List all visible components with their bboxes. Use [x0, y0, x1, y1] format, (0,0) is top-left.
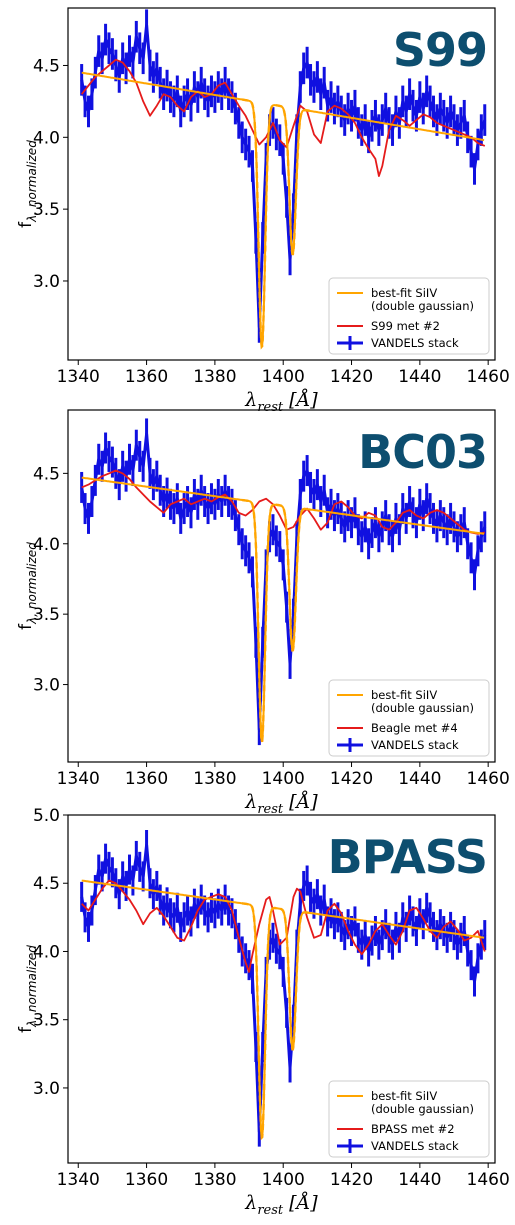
legend-label-model: BPASS met #2 — [371, 1122, 455, 1136]
x-tick-label: 1420 — [330, 769, 373, 789]
x-tick-label: 1400 — [262, 1170, 305, 1190]
data-layer — [80, 9, 487, 350]
x-tick-label: 1340 — [57, 1170, 100, 1190]
panel-bc03: 1340 1360 1380 1400 1420 1440 1460 3.0 3.5 4.0 4.5… — [16, 409, 510, 817]
legend-label-model: S99 met #2 — [371, 319, 440, 333]
legend-label-fit: best-fit SiIV — [371, 1089, 437, 1103]
panel-title: S99 — [393, 23, 487, 77]
x-axis-label: λrest [Å] — [244, 389, 318, 415]
data-layer — [80, 830, 487, 1147]
legend-box — [328, 1080, 490, 1158]
y-tick-label: 4.5 — [33, 464, 60, 484]
series-vandels-stack — [80, 843, 487, 1134]
legend-label-observed: VANDELS stack — [371, 738, 459, 752]
legend: best-fit SiIV(double gaussian) BPASS met … — [328, 1080, 490, 1158]
x-tick-label: 1400 — [262, 367, 305, 387]
y-axis-label: fλ, normalized — [16, 140, 39, 228]
legend-label-fit-line2: (double gaussian) — [371, 701, 474, 715]
x-axis-label: λrest [Å] — [244, 791, 318, 817]
x-tick-label: 1380 — [193, 367, 236, 387]
legend-label-fit: best-fit SiIV — [371, 286, 437, 300]
x-tick-label: 1460 — [467, 769, 510, 789]
y-tick-label: 3.5 — [33, 605, 60, 625]
series-best-fit-dashed — [241, 902, 311, 1141]
y-axis-label: fλ, normalized — [16, 945, 39, 1033]
series-best-fit-dashed — [241, 98, 311, 350]
panel-s99: 1340 1360 1380 1400 1420 1440 1460 3.0 3.5 4.0 4.5… — [16, 7, 510, 415]
x-tick-label: 1340 — [57, 769, 100, 789]
panel-title: BC03 — [358, 425, 487, 479]
y-tick-label: 3.5 — [33, 1011, 60, 1031]
x-tick-label: 1380 — [193, 769, 236, 789]
legend-box — [328, 679, 490, 757]
y-tick-label: 4.5 — [33, 874, 60, 894]
panel-title: BPASS — [328, 830, 487, 884]
panel-bpass: 1340 1360 1380 1400 1420 1440 1460 3.0 3.5 4.0 4.5… — [16, 806, 510, 1218]
series-best-fit — [81, 476, 485, 743]
y-tick-label: 4.0 — [33, 535, 60, 555]
y-tick-label: 3.5 — [33, 200, 60, 220]
plot-frame — [67, 409, 496, 763]
legend-label-fit-line2: (double gaussian) — [371, 1102, 474, 1116]
y-tick-label: 4.5 — [33, 56, 60, 76]
y-tick-label: 3.0 — [33, 1079, 60, 1099]
legend: best-fit SiIV(double gaussian) Beagle met… — [328, 679, 490, 757]
plot-frame — [67, 814, 496, 1164]
x-tick-label: 1440 — [398, 367, 441, 387]
x-tick-label: 1440 — [398, 1170, 441, 1190]
series-vandels-stack — [80, 23, 487, 329]
series-best-fit-dashed — [241, 498, 311, 745]
legend-label-fit: best-fit SiIV — [371, 688, 437, 702]
y-axis-label: fλ, normalized — [16, 542, 39, 630]
x-tick-label: 1360 — [125, 1170, 168, 1190]
plot-frame — [67, 7, 496, 361]
x-tick-label: 1360 — [125, 769, 168, 789]
x-tick-label: 1380 — [193, 1170, 236, 1190]
x-tick-label: 1400 — [262, 769, 305, 789]
x-tick-label: 1340 — [57, 367, 100, 387]
y-tick-label: 4.0 — [33, 128, 60, 148]
legend: best-fit SiIV(double gaussian) S99 met #2… — [328, 277, 490, 355]
x-tick-label: 1460 — [467, 367, 510, 387]
series-model — [81, 469, 485, 535]
legend-label-observed: VANDELS stack — [371, 1139, 459, 1153]
x-tick-label: 1420 — [330, 367, 373, 387]
x-tick-label: 1460 — [467, 1170, 510, 1190]
legend-box — [328, 277, 490, 355]
series-best-fit — [81, 71, 485, 348]
y-tick-label: 4.0 — [33, 942, 60, 962]
series-model — [81, 879, 486, 973]
legend-label-observed: VANDELS stack — [371, 336, 459, 350]
x-axis-label: λrest [Å] — [244, 1192, 318, 1218]
y-tick-label: 5.0 — [33, 806, 60, 826]
y-tick-label: 3.0 — [33, 272, 60, 292]
x-tick-label: 1360 — [125, 367, 168, 387]
legend-label-model: Beagle met #4 — [371, 721, 458, 735]
legend-label-fit-line2: (double gaussian) — [371, 299, 474, 313]
x-tick-label: 1420 — [330, 1170, 373, 1190]
x-tick-label: 1440 — [398, 769, 441, 789]
data-layer — [80, 418, 487, 746]
y-tick-label: 3.0 — [33, 676, 60, 696]
